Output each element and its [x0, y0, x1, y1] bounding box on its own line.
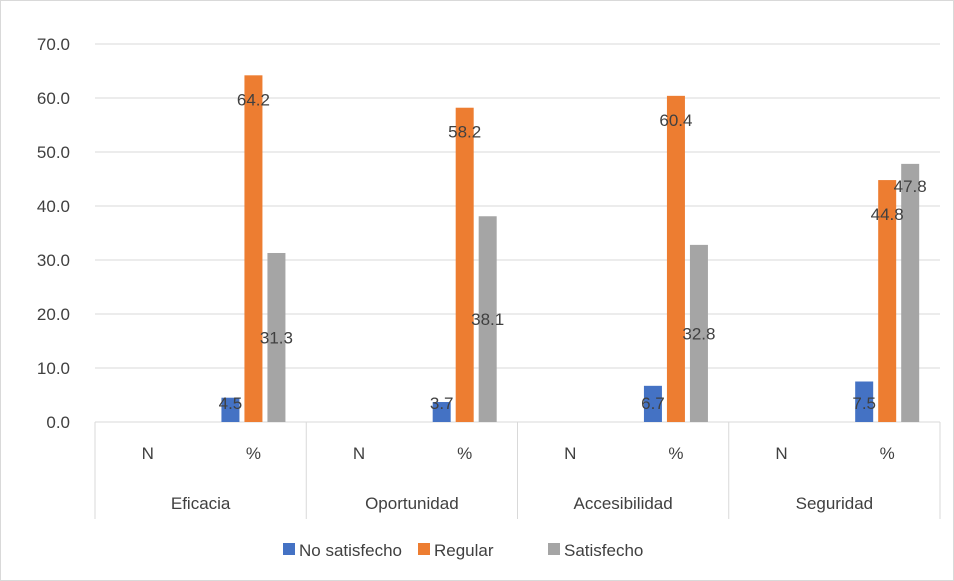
y-tick-label: 10.0 [37, 359, 70, 378]
y-tick-label: 70.0 [37, 35, 70, 54]
group-label: Seguridad [796, 494, 874, 513]
data-label: 3.7 [430, 394, 454, 413]
data-label: 32.8 [682, 324, 715, 343]
bar [432, 402, 451, 422]
legend-label: Regular [434, 541, 494, 560]
bar [455, 107, 474, 422]
bar [267, 252, 286, 422]
y-tick-label: 20.0 [37, 305, 70, 324]
data-label: 38.1 [471, 310, 504, 329]
bar [901, 163, 920, 422]
data-label: 4.5 [219, 394, 243, 413]
legend-swatch [283, 543, 295, 555]
x-tick-label: % [880, 444, 895, 463]
data-label: 60.4 [659, 111, 692, 130]
x-tick-label: N [564, 444, 576, 463]
data-label: 31.3 [260, 328, 293, 347]
data-label: 64.2 [237, 90, 270, 109]
legend-swatch [418, 543, 430, 555]
x-tick-label: N [142, 444, 154, 463]
bar [221, 397, 240, 422]
group-label: Accesibilidad [574, 494, 673, 513]
bar [666, 95, 685, 422]
legend-label: Satisfecho [564, 541, 643, 560]
group-label: Eficacia [171, 494, 231, 513]
data-label: 6.7 [641, 394, 665, 413]
bar [478, 216, 497, 422]
x-tick-label: % [246, 444, 261, 463]
group-label: Oportunidad [365, 494, 459, 513]
bar [855, 381, 874, 422]
y-tick-label: 60.0 [37, 89, 70, 108]
bar [689, 244, 708, 422]
bar [244, 75, 263, 422]
y-tick-label: 40.0 [37, 197, 70, 216]
data-label: 7.5 [852, 394, 876, 413]
data-label: 58.2 [448, 123, 481, 142]
x-tick-label: N [353, 444, 365, 463]
data-label: 47.8 [894, 177, 927, 196]
y-tick-label: 50.0 [37, 143, 70, 162]
legend-swatch [548, 543, 560, 555]
bar [643, 385, 662, 422]
x-tick-label: N [775, 444, 787, 463]
x-tick-label: % [668, 444, 683, 463]
legend-label: No satisfecho [299, 541, 402, 560]
data-label: 44.8 [871, 205, 904, 224]
x-tick-label: % [457, 444, 472, 463]
y-tick-label: 30.0 [37, 251, 70, 270]
bar [878, 180, 897, 422]
y-tick-label: 0.0 [46, 413, 70, 432]
